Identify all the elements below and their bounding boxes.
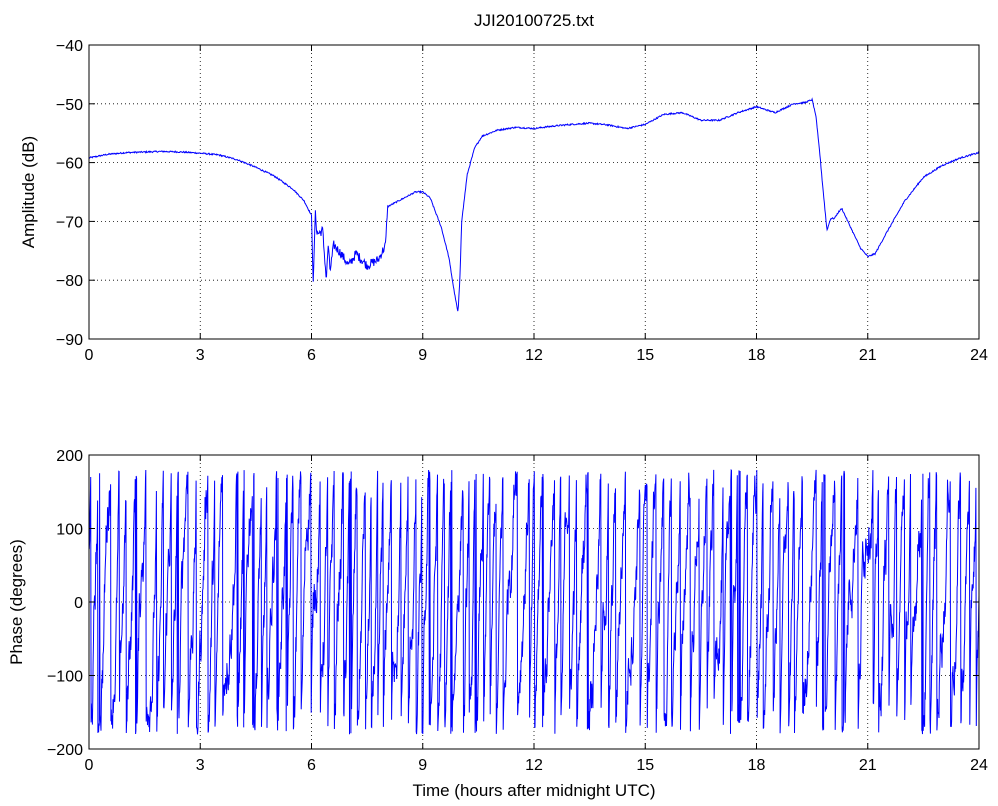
amplitude-x-tick-label: 0 bbox=[85, 347, 94, 364]
amplitude-x-tick-label: 15 bbox=[636, 347, 654, 364]
phase-x-tick-label: 18 bbox=[748, 757, 766, 774]
phase-x-tick-label: 3 bbox=[196, 757, 205, 774]
amplitude-y-axis-label: Amplitude (dB) bbox=[19, 136, 38, 248]
phase-y-tick-label: 0 bbox=[74, 595, 83, 612]
amplitude-ticks: 0 3 6 9 12 15 18 21 24 −90 −80 −70 −60 −50 −40 bbox=[56, 38, 988, 364]
amplitude-x-tick-label: 21 bbox=[859, 347, 877, 364]
phase-x-tick-label: 6 bbox=[307, 757, 316, 774]
phase-series-line bbox=[88, 468, 980, 735]
phase-y-tick-label: −200 bbox=[47, 742, 83, 759]
phase-x-tick-label: 0 bbox=[85, 757, 94, 774]
phase-x-tick-label: 9 bbox=[418, 757, 427, 774]
phase-plot: 0 3 6 9 12 15 18 21 24 −200 −100 0 100 200 Phase (deg… bbox=[7, 448, 988, 800]
amplitude-x-tick-label: 3 bbox=[196, 347, 205, 364]
amplitude-x-tick-label: 18 bbox=[748, 347, 766, 364]
amplitude-y-tick-label: −70 bbox=[56, 214, 83, 231]
phase-series-path bbox=[88, 468, 980, 735]
amplitude-y-tick-label: −50 bbox=[56, 97, 83, 114]
amplitude-x-tick-label: 24 bbox=[970, 347, 988, 364]
amplitude-series-path bbox=[88, 97, 980, 312]
phase-x-tick-label: 24 bbox=[970, 757, 988, 774]
amplitude-y-tick-label: −80 bbox=[56, 273, 83, 290]
amplitude-x-tick-label: 12 bbox=[525, 347, 543, 364]
phase-y-tick-label: 100 bbox=[56, 522, 83, 539]
phase-x-tick-label: 12 bbox=[525, 757, 543, 774]
phase-y-axis-label: Phase (degrees) bbox=[7, 539, 26, 665]
phase-y-tick-label: 200 bbox=[56, 448, 83, 465]
phase-x-tick-label: 15 bbox=[636, 757, 654, 774]
phase-ticks: 0 3 6 9 12 15 18 21 24 −200 −100 0 100 200 bbox=[47, 448, 988, 774]
amplitude-x-tick-label: 6 bbox=[307, 347, 316, 364]
amplitude-y-tick-label: −40 bbox=[56, 38, 83, 55]
phase-y-tick-label: −100 bbox=[47, 669, 83, 686]
amplitude-plot: JJI20100725.txt 0 3 6 9 12 15 18 21 24 −90 −80 −70 −… bbox=[19, 11, 988, 364]
amplitude-series-line bbox=[88, 97, 980, 312]
amplitude-y-tick-label: −90 bbox=[56, 332, 83, 349]
phase-x-tick-label: 21 bbox=[859, 757, 877, 774]
amplitude-x-tick-label: 9 bbox=[418, 347, 427, 364]
amplitude-y-tick-label: −60 bbox=[56, 156, 83, 173]
chart-title: JJI20100725.txt bbox=[474, 11, 594, 30]
amplitude-grid bbox=[89, 45, 979, 339]
phase-x-axis-label: Time (hours after midnight UTC) bbox=[412, 781, 655, 800]
